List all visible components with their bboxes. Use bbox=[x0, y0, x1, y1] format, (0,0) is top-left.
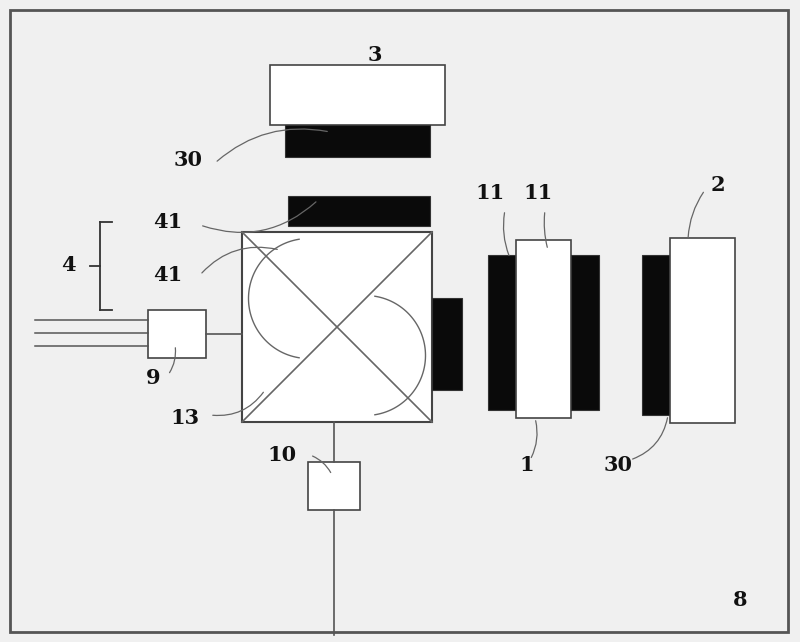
Text: 11: 11 bbox=[523, 183, 553, 203]
Bar bbox=[642, 255, 670, 415]
Text: 30: 30 bbox=[603, 455, 633, 475]
Text: 4: 4 bbox=[61, 255, 75, 275]
Text: 30: 30 bbox=[174, 150, 202, 170]
Bar bbox=[148, 310, 206, 358]
Bar bbox=[270, 65, 445, 125]
Text: 3: 3 bbox=[368, 45, 382, 65]
Text: 10: 10 bbox=[267, 445, 297, 465]
Text: 41: 41 bbox=[154, 265, 182, 285]
Text: 2: 2 bbox=[710, 175, 726, 195]
Bar bbox=[288, 196, 430, 226]
Text: 9: 9 bbox=[146, 368, 160, 388]
Text: 41: 41 bbox=[154, 212, 182, 232]
Text: 8: 8 bbox=[733, 590, 747, 610]
Bar bbox=[432, 298, 462, 390]
Bar bbox=[488, 255, 516, 410]
Bar bbox=[571, 255, 599, 410]
Bar bbox=[285, 125, 430, 157]
Text: 13: 13 bbox=[170, 408, 199, 428]
Bar bbox=[516, 240, 571, 418]
Text: 1: 1 bbox=[520, 455, 534, 475]
Bar bbox=[670, 238, 735, 423]
Text: 11: 11 bbox=[475, 183, 505, 203]
Bar bbox=[308, 462, 360, 510]
Bar bbox=[242, 232, 432, 422]
